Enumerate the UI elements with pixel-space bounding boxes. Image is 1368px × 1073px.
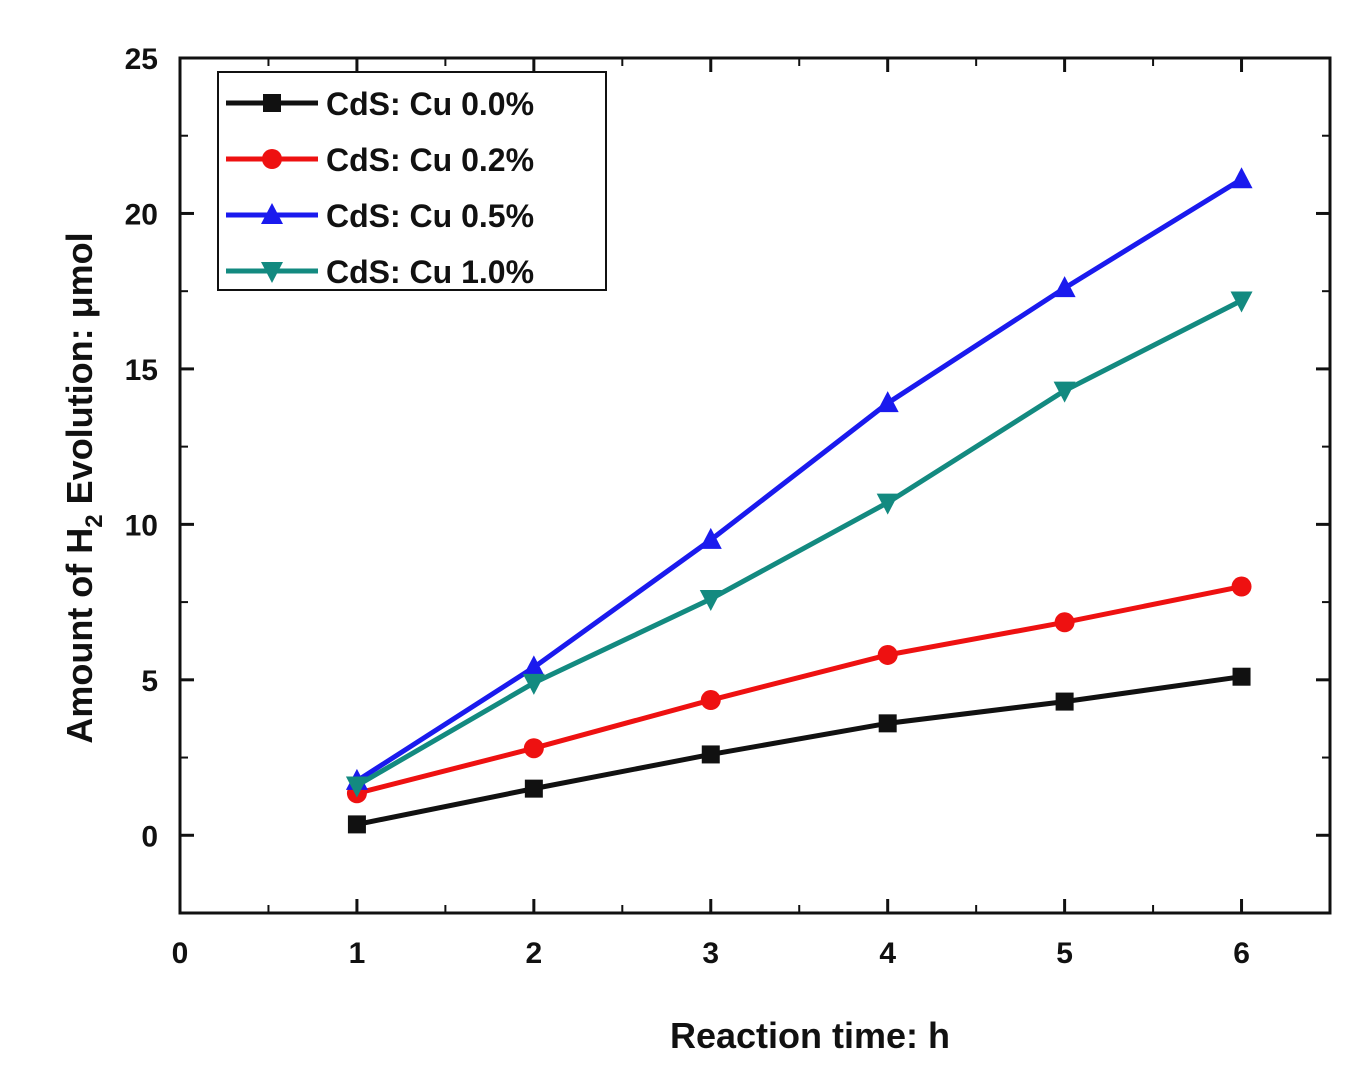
data-point xyxy=(1231,576,1252,597)
y-tick-label: 10 xyxy=(125,509,158,542)
data-point xyxy=(700,690,721,711)
x-tick-label: 3 xyxy=(702,937,719,970)
series-2 xyxy=(345,167,1253,790)
series-line xyxy=(356,584,1243,796)
y-tick-label: 25 xyxy=(125,43,158,76)
y-tick-label: 20 xyxy=(125,198,158,231)
series-line xyxy=(355,298,1243,788)
legend-label: CdS: Cu 0.0% xyxy=(326,86,534,122)
legend-item: CdS: Cu 0.5% xyxy=(226,198,534,234)
data-point xyxy=(522,655,545,677)
legend-item: CdS: Cu 0.2% xyxy=(226,142,534,178)
data-point xyxy=(878,714,897,733)
x-tick-label: 5 xyxy=(1056,937,1073,970)
legend-item: CdS: Cu 0.0% xyxy=(226,86,534,122)
series-3 xyxy=(345,291,1253,798)
x-tick-label: 6 xyxy=(1233,937,1250,970)
legend: CdS: Cu 0.0% CdS: Cu 0.2% CdS: Cu 0.5% CdS:… xyxy=(217,71,607,291)
data-point xyxy=(701,745,720,764)
data-point xyxy=(347,815,366,834)
legend-marker xyxy=(261,203,283,224)
legend-label: CdS: Cu 0.5% xyxy=(326,198,534,234)
x-tick-labels: 0 1 2 3 4 5 6 xyxy=(172,937,1250,970)
data-point xyxy=(522,673,545,695)
data-point xyxy=(1053,381,1076,403)
legend-label: CdS: Cu 0.2% xyxy=(326,142,534,178)
legend-marker xyxy=(263,94,281,112)
data-point xyxy=(876,493,899,515)
y-tick-label: 0 xyxy=(141,820,158,853)
series-line xyxy=(355,177,1243,783)
series-line xyxy=(356,674,1242,827)
x-tick-label: 2 xyxy=(526,937,543,970)
x-tick-label: 0 xyxy=(172,937,189,970)
data-point xyxy=(877,644,898,665)
data-point xyxy=(1232,667,1251,686)
y-axis-title-rest: Evolution: μmol xyxy=(59,232,100,514)
legend-marker xyxy=(262,149,282,169)
x-tick-label: 1 xyxy=(349,937,366,970)
y-axis-title-main: Amount of H xyxy=(59,528,100,744)
data-point xyxy=(524,779,543,798)
data-point xyxy=(699,589,722,611)
series-layer xyxy=(345,167,1253,834)
legend-marker xyxy=(261,262,283,283)
data-point xyxy=(345,776,368,798)
series-1 xyxy=(346,576,1252,804)
data-point xyxy=(699,527,722,549)
y-tick-label: 5 xyxy=(141,665,158,698)
y-axis-title: Amount of H2 Evolution: μmol xyxy=(59,232,108,743)
data-point xyxy=(876,391,899,413)
plot-frame xyxy=(178,56,1332,915)
data-point xyxy=(1054,612,1075,633)
y-axis-title-subscript: 2 xyxy=(81,514,108,527)
legend-item: CdS: Cu 1.0% xyxy=(226,254,534,290)
data-point xyxy=(523,738,544,759)
legend-label: CdS: Cu 1.0% xyxy=(326,254,534,290)
series-0 xyxy=(347,667,1251,834)
legend-box xyxy=(217,71,607,291)
y-tick-labels: 0 5 10 15 20 25 xyxy=(125,43,158,853)
x-tick-label: 4 xyxy=(879,937,896,970)
x-axis-title: Reaction time: h xyxy=(670,1015,950,1056)
data-point xyxy=(1230,167,1253,189)
data-point xyxy=(1230,291,1253,313)
y-tick-label: 15 xyxy=(125,354,158,387)
data-point xyxy=(1055,692,1074,711)
data-point xyxy=(1053,276,1076,298)
